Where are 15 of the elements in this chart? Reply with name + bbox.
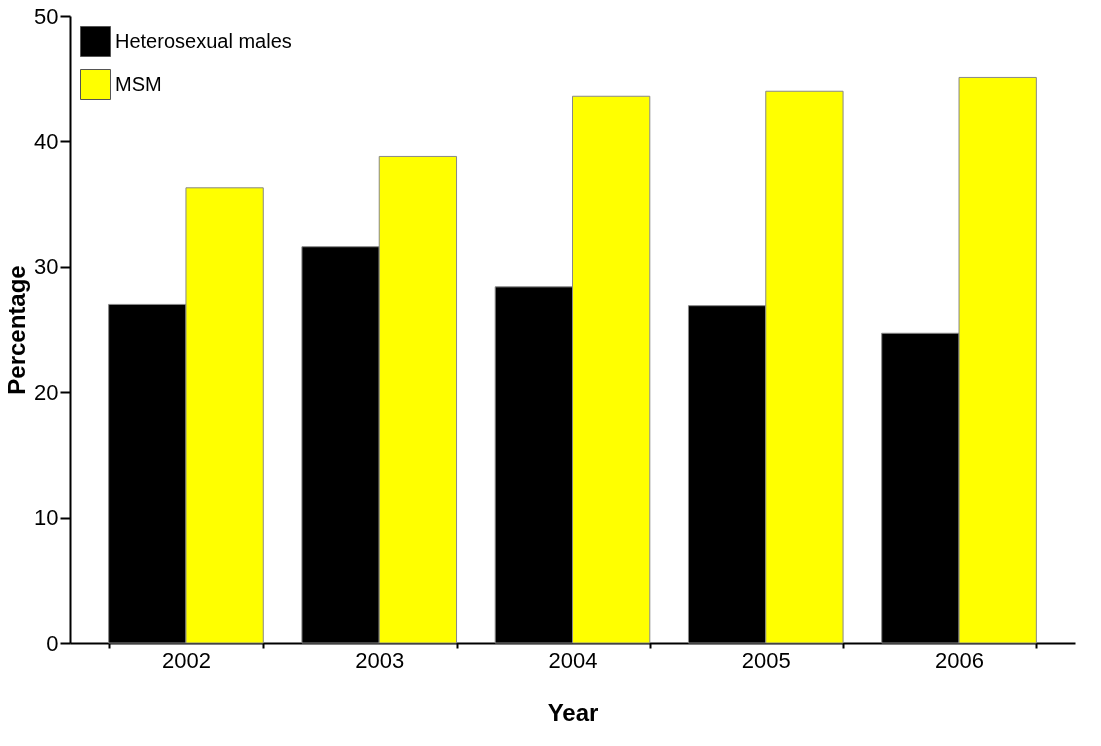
- x-tick-label: 2006: [935, 647, 985, 673]
- y-tick-label: 20: [34, 379, 59, 405]
- y-axis-title: Percentage: [3, 265, 31, 395]
- y-tick-label: 10: [34, 505, 59, 531]
- x-tick-label: 2004: [548, 647, 598, 673]
- x-tick-label: 2003: [355, 647, 405, 673]
- x-tick-label: 2005: [741, 647, 791, 673]
- y-tick-label: 30: [34, 254, 59, 280]
- legend-label: Heterosexual males: [115, 29, 292, 52]
- y-tick-label: 40: [34, 128, 59, 154]
- x-tick-label: 2002: [161, 647, 211, 673]
- y-tick-label: 0: [46, 630, 59, 656]
- x-axis-title: Year: [547, 698, 599, 726]
- y-tick-label: 50: [34, 3, 59, 29]
- legend-label: MSM: [115, 72, 162, 95]
